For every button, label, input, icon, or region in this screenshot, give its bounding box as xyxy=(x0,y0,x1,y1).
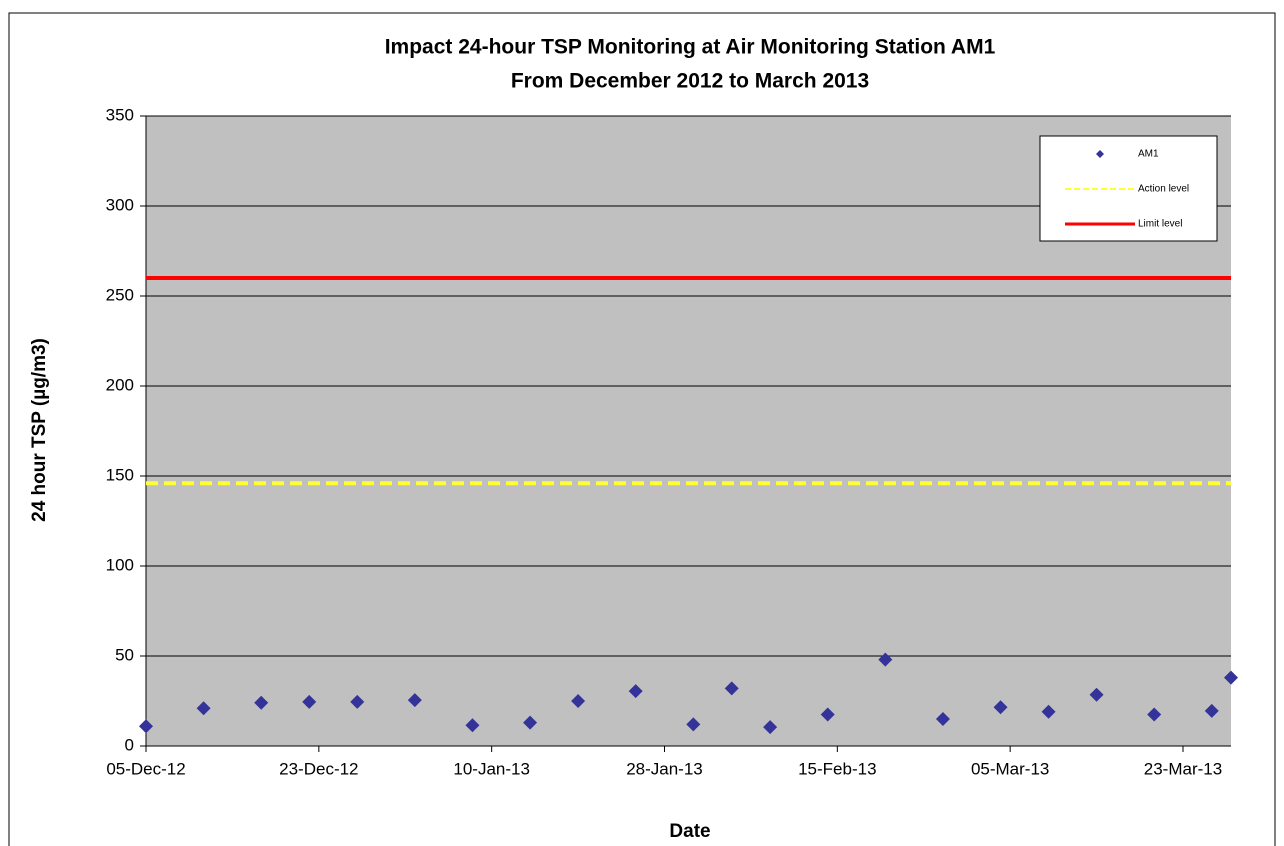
data-point xyxy=(1204,703,1219,718)
data-point xyxy=(196,701,211,716)
x-axis-label: Date xyxy=(669,821,710,842)
y-tick-label: 100 xyxy=(106,555,134,574)
data-point xyxy=(935,712,950,726)
x-tick-label: 23-Dec-12 xyxy=(279,759,358,778)
data-point xyxy=(628,684,643,699)
y-tick-label: 350 xyxy=(106,105,134,124)
data-point xyxy=(254,695,269,710)
y-tick-label: 150 xyxy=(106,465,134,484)
y-axis-label: 24 hour TSP (µg/m3) xyxy=(29,338,50,522)
x-tick-label: 10-Jan-13 xyxy=(453,759,530,778)
x-tick-label: 28-Jan-13 xyxy=(626,759,703,778)
data-point xyxy=(724,681,739,696)
data-point xyxy=(302,694,317,709)
data-point xyxy=(350,694,365,709)
chart-title: Impact 24-hour TSP Monitoring at Air Mon… xyxy=(385,36,996,59)
data-point xyxy=(1041,704,1056,719)
data-point xyxy=(1147,707,1162,722)
data-point xyxy=(407,693,422,708)
y-tick-label: 200 xyxy=(106,375,134,394)
data-point xyxy=(763,720,778,735)
legend-swatch xyxy=(1096,150,1104,158)
data-point xyxy=(465,718,480,733)
legend-label: AM1 xyxy=(1138,149,1159,160)
data-point xyxy=(139,719,153,734)
data-point xyxy=(1089,687,1104,702)
data-point xyxy=(878,652,893,667)
data-point xyxy=(523,715,538,730)
y-tick-label: 300 xyxy=(106,195,134,214)
data-point xyxy=(820,707,835,722)
x-tick-label: 15-Feb-13 xyxy=(798,759,876,778)
y-tick-label: 50 xyxy=(115,645,134,664)
data-point xyxy=(571,694,586,708)
chart-subtitle: From December 2012 to March 2013 xyxy=(511,70,869,93)
x-tick-label: 05-Mar-13 xyxy=(971,759,1049,778)
legend-label: Action level xyxy=(1138,184,1189,195)
x-tick-label: 23-Mar-13 xyxy=(1144,759,1222,778)
y-tick-label: 250 xyxy=(106,285,134,304)
x-tick-label: 05-Dec-12 xyxy=(106,759,185,778)
data-point xyxy=(993,700,1008,715)
data-point xyxy=(1224,670,1238,685)
data-point xyxy=(686,717,701,732)
y-tick-label: 0 xyxy=(125,735,134,754)
legend-label: Limit level xyxy=(1138,219,1182,230)
